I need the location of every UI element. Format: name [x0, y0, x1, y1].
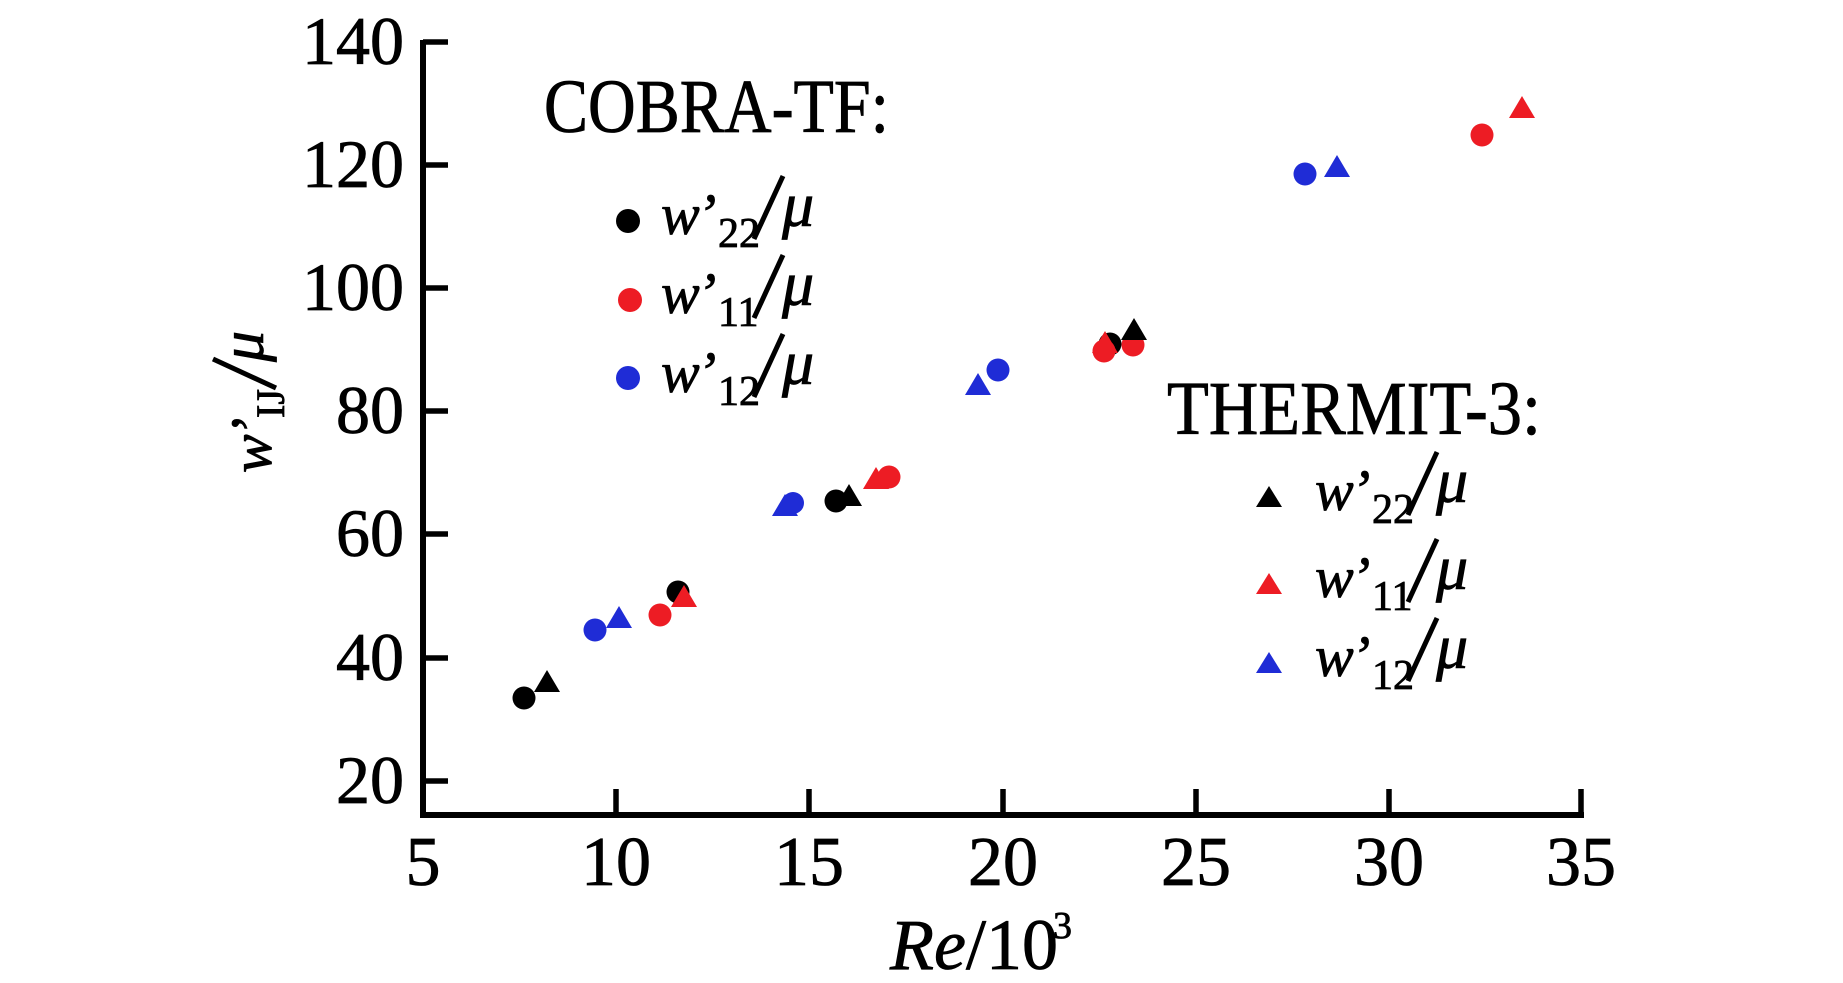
svg-text:11: 11 — [1372, 574, 1412, 620]
svg-text:140: 140 — [302, 3, 404, 79]
svg-text:Re/10: Re/10 — [889, 905, 1058, 983]
svg-text:22: 22 — [1372, 487, 1414, 533]
svg-text:120: 120 — [302, 126, 404, 202]
svg-text:μ: μ — [1435, 445, 1468, 516]
svg-text:w: w — [661, 340, 700, 405]
svg-text:20: 20 — [968, 824, 1038, 901]
svg-text:20: 20 — [336, 742, 404, 818]
svg-text:22: 22 — [718, 211, 760, 257]
svg-text:’: ’ — [1351, 545, 1370, 610]
svg-text:μ: μ — [209, 331, 277, 363]
svg-text:3: 3 — [1053, 905, 1072, 947]
svg-text:μ: μ — [781, 248, 814, 319]
svg-text:’: ’ — [697, 182, 716, 247]
svg-text:12: 12 — [718, 369, 760, 415]
svg-text:30: 30 — [1354, 824, 1424, 901]
svg-text:COBRA-TF:: COBRA-TF: — [544, 65, 889, 149]
svg-text:w: w — [1315, 545, 1354, 610]
svg-text:THERMIT-3:: THERMIT-3: — [1167, 367, 1541, 451]
svg-text:11: 11 — [718, 290, 758, 336]
svg-text:’: ’ — [1351, 458, 1370, 523]
svg-text:w: w — [1315, 624, 1354, 689]
svg-text:μ: μ — [1435, 532, 1468, 603]
svg-text:μ: μ — [1435, 611, 1468, 682]
svg-text:’: ’ — [1351, 624, 1370, 689]
svg-text:100: 100 — [302, 249, 404, 325]
svg-text:μ: μ — [781, 169, 814, 240]
svg-text:60: 60 — [336, 495, 404, 571]
svg-text:w: w — [661, 261, 700, 326]
svg-text:35: 35 — [1546, 824, 1616, 901]
svg-text:’: ’ — [697, 261, 716, 326]
svg-text:10: 10 — [581, 824, 651, 901]
svg-text:w: w — [661, 182, 700, 247]
svg-text:40: 40 — [336, 619, 404, 695]
svg-text:80: 80 — [336, 372, 404, 448]
svg-text:IJ: IJ — [248, 389, 293, 418]
svg-text:12: 12 — [1372, 653, 1414, 699]
svg-text:15: 15 — [774, 824, 844, 901]
svg-text:w: w — [1315, 458, 1354, 523]
svg-text:5: 5 — [406, 824, 441, 901]
svg-text:’: ’ — [697, 340, 716, 405]
svg-text:w: w — [219, 434, 284, 473]
svg-text:’: ’ — [219, 418, 284, 437]
svg-text:25: 25 — [1161, 824, 1231, 901]
svg-text:μ: μ — [781, 327, 814, 398]
